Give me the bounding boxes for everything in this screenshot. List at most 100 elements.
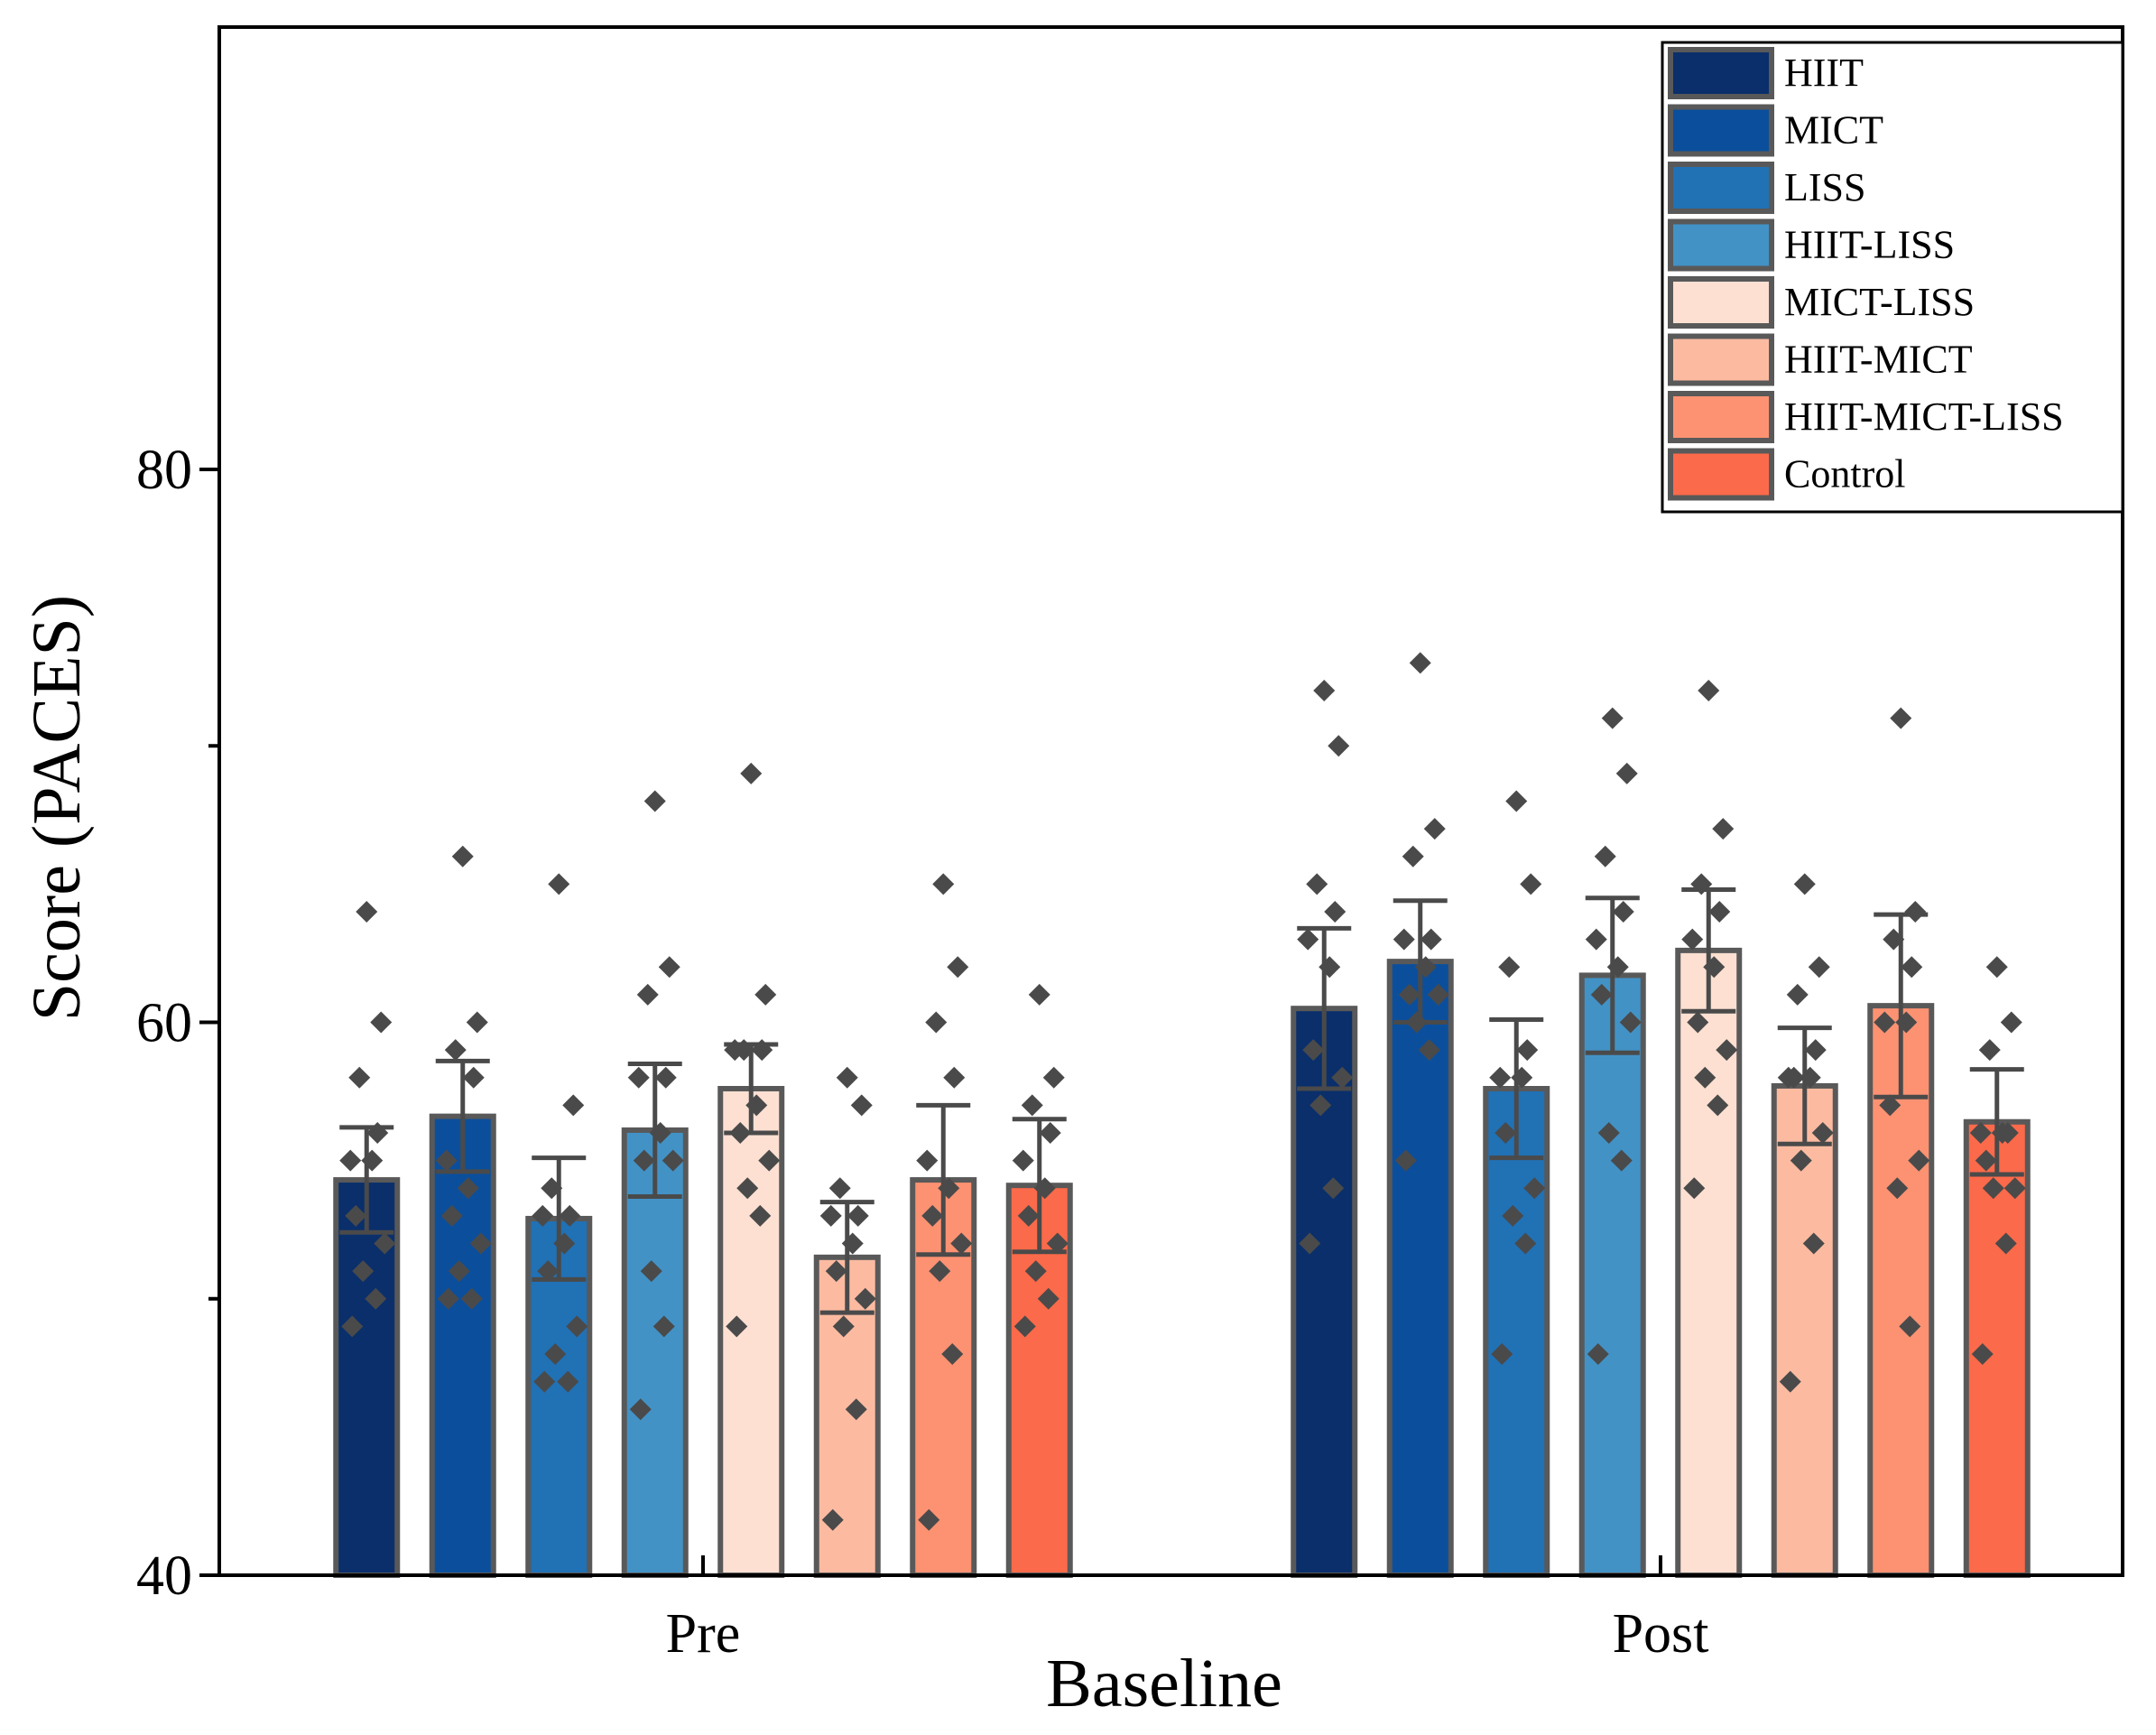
data-point — [352, 1260, 375, 1283]
data-point — [821, 1508, 844, 1531]
data-point — [1427, 983, 1449, 1006]
data-point — [448, 1260, 470, 1283]
data-point — [749, 1204, 772, 1227]
data-point — [1418, 1039, 1440, 1062]
data-point — [548, 873, 570, 895]
data-point — [374, 1232, 396, 1255]
data-point — [1901, 956, 1923, 979]
data-point — [854, 1287, 876, 1310]
data-point — [740, 762, 763, 784]
plot-frame — [217, 25, 2124, 1577]
data-point — [466, 1011, 488, 1034]
data-point — [1619, 1011, 1642, 1034]
data-point — [916, 1149, 939, 1172]
legend-swatch-mict — [1668, 104, 1774, 157]
data-point — [1681, 928, 1704, 951]
data-point — [754, 983, 777, 1006]
bars-layer — [333, 947, 2031, 1578]
data-point — [1975, 1149, 1997, 1172]
data-point — [1013, 1315, 1036, 1338]
data-point — [469, 1232, 492, 1255]
data-point — [1299, 1232, 1321, 1255]
data-point — [1687, 1011, 1709, 1034]
data-point — [1890, 707, 1912, 729]
data-point — [1904, 901, 1927, 923]
data-point — [1420, 928, 1442, 951]
data-point — [451, 845, 474, 868]
error-bars-layer — [339, 887, 2024, 1315]
x-tick-label-post: Post — [1613, 1603, 1709, 1665]
bar-mict-post — [1386, 959, 1454, 1578]
points-layer — [339, 652, 2026, 1531]
data-point — [1716, 1039, 1738, 1062]
data-point — [1514, 1232, 1537, 1255]
data-point — [640, 1260, 662, 1283]
data-point — [850, 1094, 873, 1117]
data-point — [1804, 1039, 1827, 1062]
y-tick-label: 60 — [136, 993, 192, 1054]
data-point — [950, 1232, 973, 1255]
data-point — [1046, 1232, 1069, 1255]
data-point — [1971, 1343, 1994, 1365]
data-point — [1024, 1260, 1047, 1283]
data-point — [460, 1287, 483, 1310]
data-point — [1393, 928, 1415, 951]
data-point — [462, 1066, 485, 1089]
data-point — [365, 1287, 387, 1310]
data-point — [1328, 735, 1350, 757]
y-tick-label: 40 — [136, 1545, 192, 1607]
data-point — [1694, 1066, 1716, 1089]
data-point — [627, 1066, 650, 1089]
data-point — [1322, 1177, 1345, 1200]
data-point — [658, 956, 680, 979]
data-point — [1309, 1094, 1332, 1117]
data-point — [1994, 1232, 2017, 1255]
data-point — [1808, 956, 1830, 979]
data-point — [1491, 1343, 1513, 1365]
data-point — [1494, 1122, 1517, 1144]
data-point — [1594, 845, 1616, 868]
bar-hiit-mict-liss-post — [1867, 1003, 1935, 1578]
x-tick-label-pre: Pre — [666, 1603, 741, 1665]
legend-swatch-hiit-liss — [1668, 218, 1774, 272]
data-point — [1039, 1122, 1061, 1144]
data-point — [1978, 1039, 2001, 1062]
data-point — [652, 1315, 675, 1338]
data-point — [1489, 1066, 1512, 1089]
data-point — [1017, 1204, 1040, 1227]
data-point — [1585, 928, 1607, 951]
data-point — [1969, 1122, 1992, 1144]
data-point — [1982, 1177, 2004, 1200]
data-point — [1498, 956, 1521, 979]
data-point — [1302, 1039, 1325, 1062]
data-point — [1610, 1149, 1633, 1172]
data-point — [1802, 1232, 1825, 1255]
data-point — [566, 1315, 588, 1338]
data-point — [345, 1204, 367, 1227]
data-point — [845, 1398, 867, 1421]
data-point — [533, 1370, 556, 1393]
data-point — [1782, 1066, 1805, 1089]
data-point — [1811, 1122, 1834, 1144]
data-point — [1523, 1177, 1546, 1200]
data-point — [562, 1094, 585, 1117]
data-point — [1516, 1039, 1539, 1062]
data-point — [1985, 956, 2008, 979]
legend-label-mict: MICT — [1784, 108, 1883, 153]
data-point — [557, 1370, 579, 1393]
data-point — [1502, 1204, 1524, 1227]
data-point — [1879, 1094, 1902, 1117]
legend-swatch-control — [1668, 448, 1774, 501]
legend-swatch-liss — [1668, 162, 1774, 214]
legend-swatch-hiit-mict — [1668, 333, 1774, 386]
data-point — [1520, 873, 1542, 895]
data-point — [1394, 1149, 1417, 1172]
data-point — [1779, 1370, 1801, 1393]
legend-swatch-mict-liss — [1668, 276, 1774, 329]
legend-label-hiit: HIIT — [1784, 51, 1864, 95]
data-point — [825, 1260, 847, 1283]
bar-liss-post — [1483, 1086, 1550, 1578]
axes-layer: 40 60 80 Pre Post — [136, 25, 2124, 1665]
